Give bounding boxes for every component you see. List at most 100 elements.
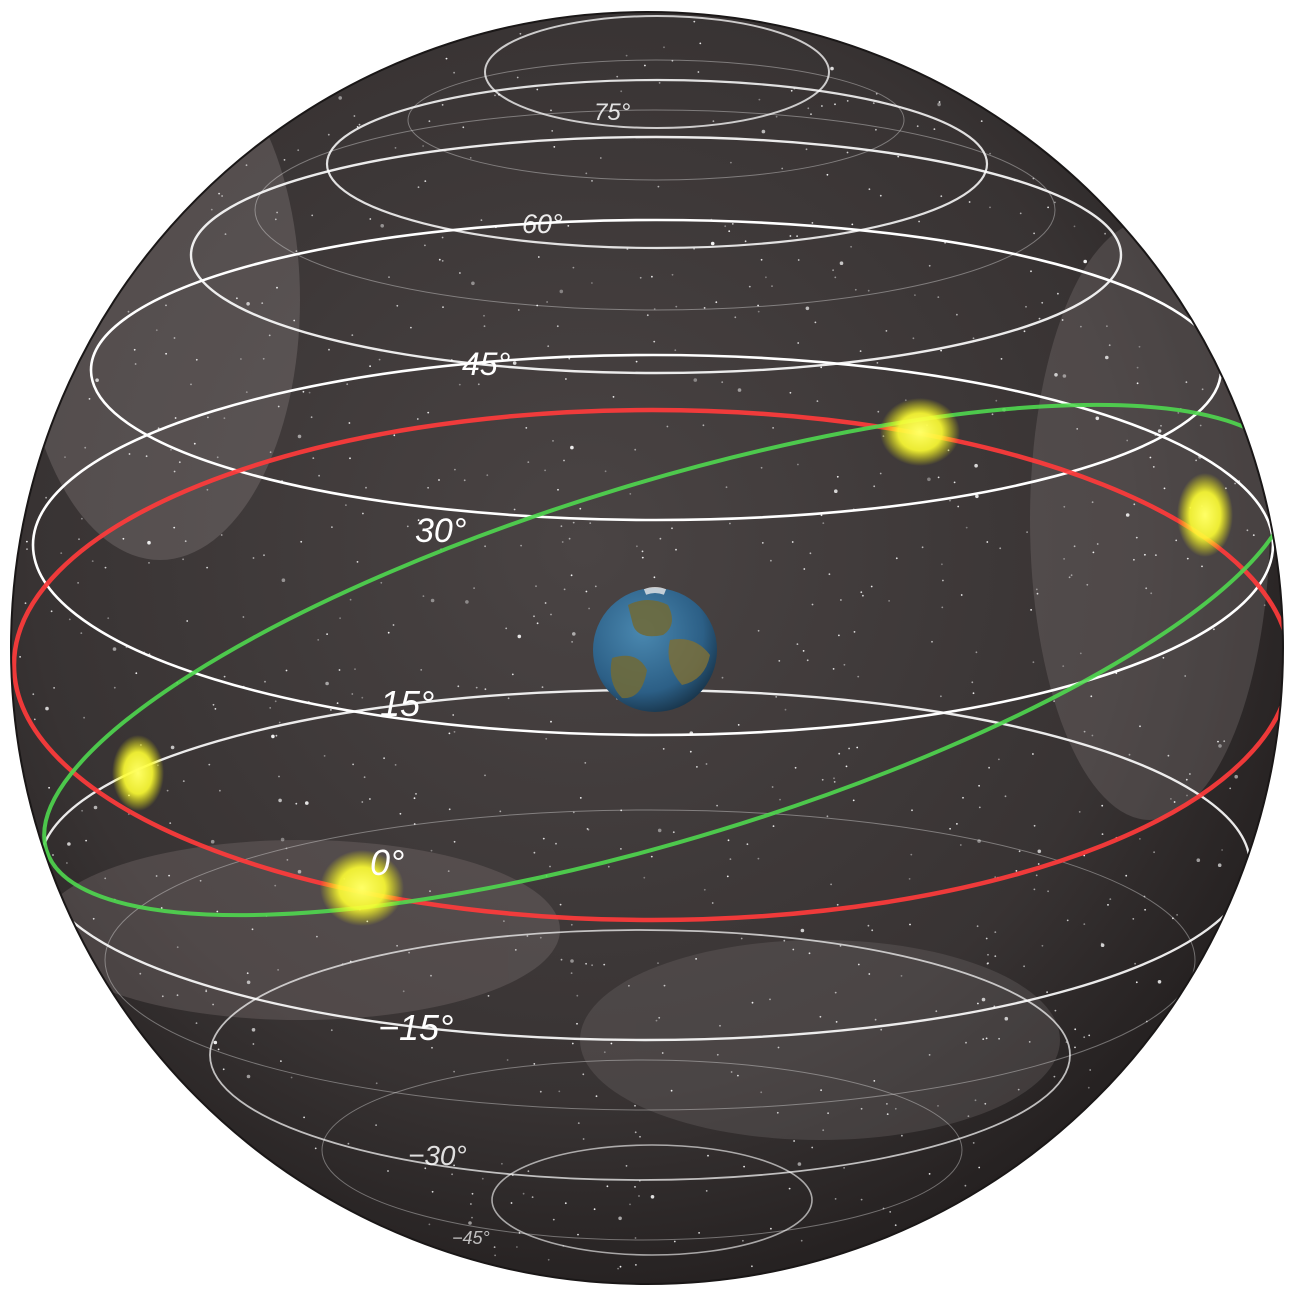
sun-icon (112, 735, 164, 811)
star (1150, 592, 1153, 595)
star (484, 688, 487, 691)
star (410, 326, 412, 329)
star (544, 469, 546, 472)
star (1163, 487, 1166, 490)
star (314, 1147, 317, 1150)
star (91, 560, 94, 562)
star (1017, 1088, 1020, 1091)
latitude-circle-60 (325, 78, 989, 250)
star (1033, 824, 1036, 827)
star (297, 434, 302, 439)
star (1186, 557, 1189, 560)
star (707, 1154, 709, 1157)
star (458, 383, 461, 386)
star (81, 809, 83, 812)
star (1062, 665, 1065, 667)
star (591, 282, 593, 284)
star (182, 558, 185, 561)
star (595, 1095, 598, 1098)
star (1138, 345, 1141, 348)
star (940, 695, 942, 698)
star (245, 164, 248, 167)
star (1234, 482, 1236, 485)
star (986, 962, 989, 965)
star (1221, 849, 1223, 851)
star (1135, 981, 1138, 984)
star (276, 211, 278, 214)
star (424, 1167, 427, 1170)
star (1023, 330, 1026, 333)
star (416, 418, 419, 420)
star (634, 1186, 636, 1188)
star (316, 935, 318, 938)
star (726, 875, 729, 878)
star (1136, 382, 1139, 385)
star (772, 825, 775, 827)
star (655, 1019, 658, 1022)
star (836, 903, 839, 906)
star (454, 468, 456, 471)
star (518, 1232, 521, 1234)
star (383, 757, 385, 760)
star (165, 352, 168, 355)
star (821, 778, 824, 781)
star (78, 538, 80, 541)
star (671, 59, 674, 62)
star (830, 66, 834, 71)
star (442, 306, 444, 308)
star (1047, 206, 1049, 209)
star (1089, 1069, 1092, 1071)
sun-icon (320, 850, 404, 926)
star (465, 600, 469, 604)
star (516, 76, 519, 79)
star (800, 1239, 803, 1242)
star (240, 358, 242, 360)
star (563, 459, 565, 462)
star (1026, 531, 1028, 533)
star (834, 1198, 837, 1200)
star (275, 734, 278, 737)
star (1213, 628, 1215, 631)
star (303, 1116, 305, 1119)
star (838, 634, 840, 637)
star (387, 1170, 389, 1172)
star (452, 714, 455, 716)
star (560, 525, 563, 528)
star (1047, 890, 1049, 893)
star (715, 301, 718, 304)
star (808, 952, 811, 955)
star (107, 617, 110, 620)
star (731, 223, 734, 225)
star (1106, 325, 1108, 328)
star (503, 920, 505, 922)
star (757, 857, 760, 860)
star (505, 627, 508, 630)
star (705, 1190, 708, 1192)
star (765, 276, 767, 279)
star (589, 522, 592, 524)
star (246, 1074, 251, 1079)
star (1033, 888, 1036, 891)
star (380, 581, 383, 584)
star (634, 448, 637, 451)
star (77, 582, 79, 584)
star (317, 639, 320, 641)
star (634, 1131, 637, 1134)
star (1074, 1028, 1077, 1031)
star (429, 890, 431, 893)
star (629, 1203, 631, 1206)
star (52, 854, 54, 856)
star (888, 600, 890, 602)
star (770, 1227, 772, 1230)
star (351, 334, 354, 336)
star (675, 548, 677, 551)
star (113, 686, 116, 689)
star (245, 391, 248, 393)
star (819, 1015, 822, 1018)
star (634, 1237, 637, 1239)
label-lat-m45: −45° (452, 1228, 490, 1248)
star (699, 42, 702, 45)
star (807, 107, 810, 110)
star (1004, 1016, 1009, 1021)
star (1104, 232, 1106, 235)
